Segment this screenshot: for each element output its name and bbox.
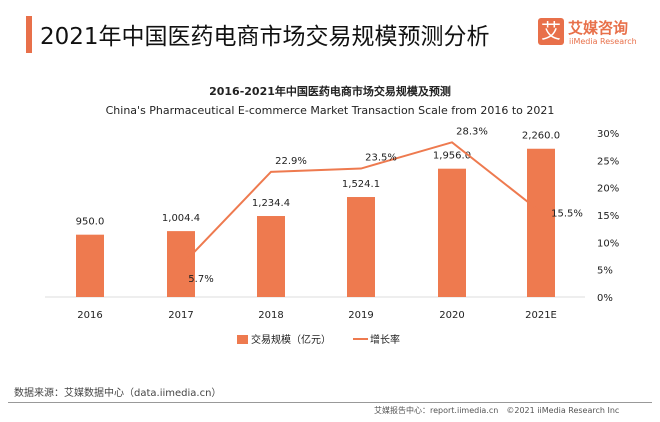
x-tick-2016: 2016 xyxy=(77,310,102,321)
y-right-tick: 5% xyxy=(597,266,613,277)
bar-label-2018: 1,234.4 xyxy=(252,198,290,209)
logo-text-en: iiMedia Research xyxy=(569,37,637,46)
bar-2021E xyxy=(527,148,555,297)
bar-label-2017: 1,004.4 xyxy=(162,213,200,224)
x-tick-2018: 2018 xyxy=(258,310,283,321)
x-tick-2020: 2020 xyxy=(439,310,464,321)
y-right-tick: 30% xyxy=(597,129,619,140)
bar-label-2021E: 2,260.0 xyxy=(522,131,560,142)
bar-label-2016: 950.0 xyxy=(76,217,105,228)
chart-title: 2016-2021年中国医药电商市场交易规模及预测 xyxy=(209,85,451,98)
x-tick-2017: 2017 xyxy=(168,310,193,321)
bar-2017 xyxy=(167,231,195,297)
legend-line-label: 增长率 xyxy=(370,333,400,346)
legend-bar-swatch xyxy=(237,335,248,344)
bar-2018 xyxy=(257,216,285,297)
bar-2019 xyxy=(347,197,375,297)
bar-label-2020: 1,956.0 xyxy=(433,151,471,162)
x-tick-2021E: 2021E xyxy=(525,310,557,321)
title-accent-bar xyxy=(26,16,32,53)
line-label-2019: 23.5% xyxy=(365,153,397,164)
y-right-tick: 10% xyxy=(597,238,619,249)
chart-subtitle: China's Pharmaceutical E-commerce Market… xyxy=(105,104,555,117)
data-source: 数据来源：艾媒数据中心（data.iimedia.cn） xyxy=(14,388,222,399)
logo-mark: 艾 xyxy=(538,18,564,45)
bar-label-2019: 1,524.1 xyxy=(342,179,380,190)
y-right-tick: 0% xyxy=(597,293,613,304)
line-label-2020: 28.3% xyxy=(456,126,488,137)
footer-credit: 艾媒报告中心：report.iimedia.cn ©2021 iiMedia R… xyxy=(374,406,620,415)
y-right-tick: 25% xyxy=(597,156,619,167)
footer-divider xyxy=(8,402,652,403)
logo-text-cn: 艾媒咨询 xyxy=(568,19,629,37)
line-label-2021E: 15.5% xyxy=(551,208,583,219)
growth-rate-line xyxy=(180,141,542,267)
chart: 950.0 2016 1,004.4 2017 1,234.4 2018 1,524.1 20… xyxy=(45,126,619,346)
bar-2016 xyxy=(76,234,104,297)
legend-bar-label: 交易规模（亿元） xyxy=(251,333,331,346)
line-label-2018: 22.9% xyxy=(275,156,307,167)
page-title: 2021年中国医药电商市场交易规模预测分析 xyxy=(40,24,490,50)
x-tick-2019: 2019 xyxy=(348,310,373,321)
line-label-2017: 5.7% xyxy=(188,274,213,285)
y-right-tick: 15% xyxy=(597,211,619,222)
y-right-tick: 20% xyxy=(597,184,619,195)
bar-2020 xyxy=(438,168,466,297)
